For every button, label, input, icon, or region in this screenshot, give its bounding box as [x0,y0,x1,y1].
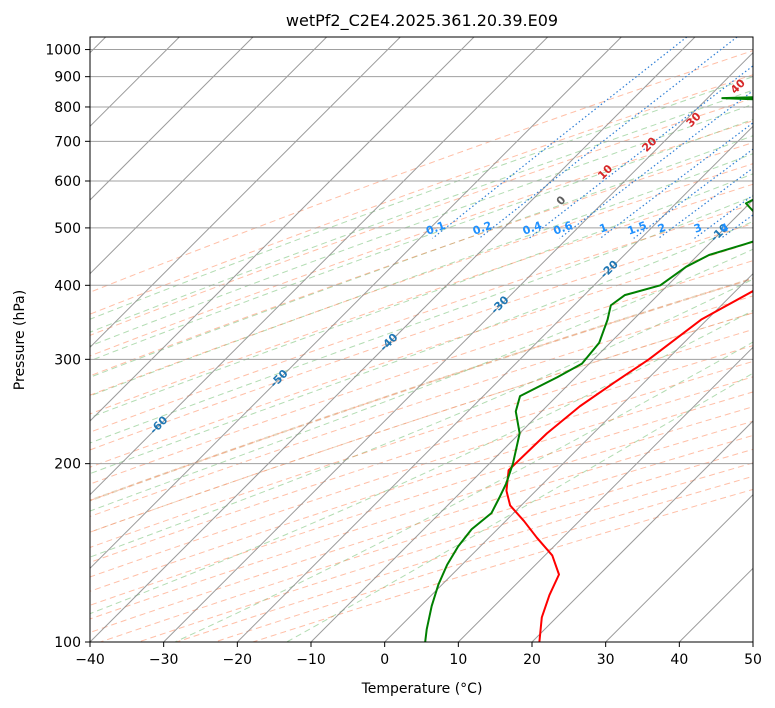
isotherm-label: -30 [488,293,511,316]
y-tick-label: 300 [54,352,81,368]
dry-adiabat [90,277,753,502]
moist-adiabat [90,76,753,320]
mixing-ratio-label: 2 [656,221,668,236]
isotherm-line [90,37,696,642]
x-tick-label: 50 [744,652,762,668]
mixing-ratio-label: 3 [692,221,704,236]
mixing-ratio-line [760,37,775,238]
x-tick-label: 0 [380,652,389,668]
isotherm-line [90,37,401,349]
isotherm-line [384,272,753,642]
plot-area: -100-90-80-70-60-50-40-30-20-100.10.20.4… [22,37,775,642]
x-tick-label: 40 [670,652,688,668]
dry-adiabat [90,391,753,606]
dry-adiabat [90,97,753,336]
x-axis: −40 −30 −20 −10 0 10 20 30 40 50 [75,642,762,668]
dry-adiabat [90,312,753,533]
isotherm-line [90,37,549,496]
mixing-ratio-line [599,122,753,239]
isotherm-line [90,37,328,275]
mixing-ratio-label: 0.2 [471,219,494,238]
pressure-gridlines [90,49,753,642]
y-axis: 100 200 300 400 500 600 700 800 900 1000 [45,43,90,651]
temperature-profile-line [505,289,753,642]
y-tick-label: 800 [54,100,81,116]
mixing-ratio-label: 0.6 [552,219,575,238]
dewpoint-profile-line [424,96,753,642]
isotherm-label: -60 [147,413,170,436]
line-labels: -100-90-80-70-60-50-40-30-20-100.10.20.4… [22,76,769,488]
x-tick-label: −40 [75,652,105,668]
y-tick-label: 100 [54,635,81,651]
y-tick-label: 1000 [45,43,81,59]
mixing-ratio-lines [432,37,775,239]
x-tick-label: −20 [223,652,253,668]
x-tick-label: −10 [296,652,326,668]
mixing-ratio-line [658,167,753,239]
moist-adiabat-label: 10 [595,162,615,182]
moist-adiabat-label: 0 [554,193,569,208]
x-axis-label: Temperature (°C) [361,681,483,697]
x-tick-label: 30 [597,652,615,668]
y-tick-label: 600 [54,174,81,190]
moist-adiabat [90,89,753,333]
moist-adiabat [90,153,753,397]
y-tick-label: 200 [54,457,81,473]
profile-lines [424,96,753,642]
mixing-ratio-line [478,37,738,239]
y-axis-label: Pressure (hPa) [12,290,28,390]
dry-adiabat [90,50,753,293]
isotherm-line [752,641,753,642]
y-tick-label: 500 [54,221,81,237]
plot-frame [89,36,754,643]
isotherm-line [457,346,753,642]
moist-adiabat [90,195,753,444]
dry-adiabat [90,360,753,578]
y-tick-label: 900 [54,70,81,86]
dry-adiabat [90,260,753,485]
mixing-ratio-label: 1 [598,221,610,236]
moist-adiabat [90,118,753,362]
dry-adiabat [90,163,753,396]
moist-adiabat-label: 20 [640,134,660,154]
dry-adiabat [90,142,753,377]
dry-adiabat [90,222,753,451]
x-tick-label: 10 [449,652,467,668]
isotherm-line [310,199,753,642]
moist-adiabat [90,173,753,419]
mixing-ratio-line [694,194,753,239]
mixing-ratio-label: 6 [757,221,769,236]
isotherm-line [90,37,475,422]
mixing-ratio-label: 1.5 [626,219,649,238]
mixing-ratio-label: 0.1 [424,219,447,238]
isotherm-line [531,420,753,642]
mixing-ratio-line [559,89,753,239]
chart-title: wetPf2_C2E4.2025.361.20.39.E09 [286,11,558,31]
mixing-ratio-label: 4 [719,221,731,236]
dry-adiabat [90,203,753,433]
x-tick-label: −30 [149,652,179,668]
dry-adiabat [90,74,753,315]
moist-adiabat [90,278,753,558]
dry-adiabat [90,328,753,548]
mixing-ratio-label: 0.4 [521,219,544,238]
isotherm-line [605,493,753,642]
isotherm-line [90,37,254,201]
isotherm-line [163,51,753,642]
y-tick-label: 400 [54,278,81,294]
x-tick-label: 20 [523,652,541,668]
isotherm-line [90,37,622,570]
moist-adiabat-label: 40 [728,76,748,96]
isotherm-line [236,125,753,642]
isotherm-label: -70 [22,465,45,488]
y-tick-label: 700 [54,134,81,150]
mixing-ratio-line [720,214,753,239]
moist-adiabats [90,76,753,642]
moist-adiabat-label: 30 [684,110,704,130]
isotherms [90,37,753,642]
